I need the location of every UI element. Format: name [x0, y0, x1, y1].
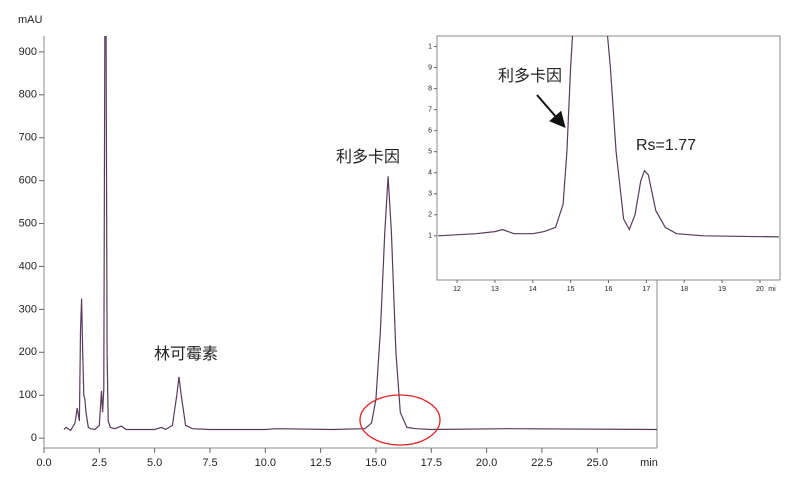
x-tick-label: 18 — [680, 286, 688, 293]
y-tick-label: 700 — [19, 132, 37, 144]
y-tick-label: 3 — [428, 191, 432, 198]
y-tick-label: 7 — [428, 106, 432, 113]
x-tick-label: 10.0 — [255, 457, 276, 469]
y-tick-label: 300 — [19, 303, 37, 315]
x-tick-label: 12 — [453, 286, 461, 293]
y-tick-label: 5 — [428, 149, 432, 156]
x-tick-label: 2.5 — [92, 457, 107, 469]
y-tick-label: 800 — [19, 89, 37, 101]
y-tick-label: 400 — [19, 260, 37, 272]
signal-line — [63, 36, 657, 432]
y-tick-label: 0 — [31, 432, 37, 444]
x-tick-label: 22.5 — [531, 457, 552, 469]
inset-background — [436, 35, 781, 281]
y-axis-label: mAU — [18, 14, 43, 26]
x-tick-label: 17.5 — [421, 457, 442, 469]
x-tick-label: 14 — [529, 286, 537, 293]
y-tick-label: 200 — [19, 346, 37, 358]
x-tick-label: 16 — [605, 286, 613, 293]
y-tick-label: 100 — [19, 389, 37, 401]
annotation: Rs=1.77 — [636, 137, 696, 154]
y-tick-label: 600 — [19, 175, 37, 187]
signal-line — [438, 36, 779, 238]
x-tick-label: 7.5 — [202, 457, 217, 469]
y-tick-label: 9 — [428, 64, 432, 71]
annotation: 林可霉素 — [154, 345, 218, 363]
annotation: 利多卡因 — [498, 67, 562, 85]
x-tick-label: 13 — [491, 286, 499, 293]
highlight-ellipse — [359, 394, 441, 446]
y-tick-label: 8 — [428, 85, 432, 92]
y-tick-label: 6 — [428, 127, 432, 134]
arrow — [536, 94, 566, 129]
x-tick-label: 15.0 — [365, 457, 386, 469]
y-tick-label: 900 — [19, 46, 37, 58]
y-tick-label: 500 — [19, 217, 37, 229]
y-tick-label: 1 — [428, 43, 432, 50]
x-tick-label: 5.0 — [147, 457, 162, 469]
x-tick-label: 19 — [718, 286, 726, 293]
x-axis-label: min — [640, 457, 658, 469]
x-tick-label: 12.5 — [310, 457, 331, 469]
main-chart: 0 100 200 300 400 500 600 700 800 900 0.0 2.5 5.0 7.5… — [18, 14, 658, 469]
x-axis-label: mi — [768, 286, 776, 293]
y-tick-label: 4 — [428, 170, 432, 177]
x-tick-label: 0.0 — [36, 457, 51, 469]
y-tick-label: 2 — [428, 212, 432, 219]
x-tick-label: 25.0 — [587, 457, 608, 469]
annotation: 利多卡因 — [336, 148, 400, 166]
x-tick-label: 20 — [756, 286, 764, 293]
x-tick-label: 15 — [567, 286, 575, 293]
y-tick-label: 1 — [428, 233, 432, 240]
x-tick-label: 20.0 — [476, 457, 497, 469]
x-tick-label: 17 — [642, 286, 650, 293]
